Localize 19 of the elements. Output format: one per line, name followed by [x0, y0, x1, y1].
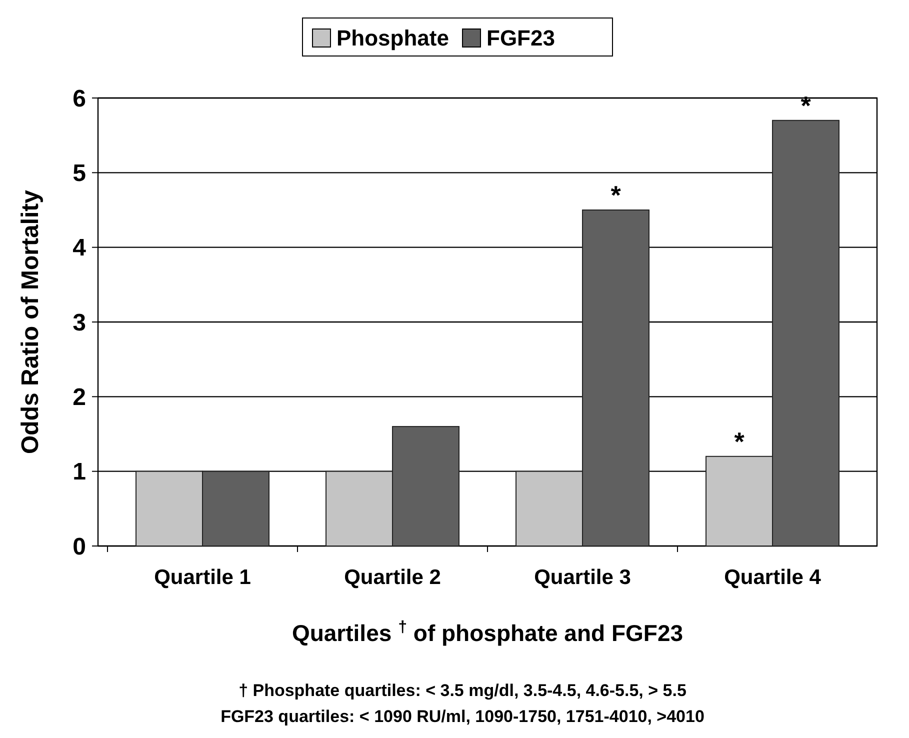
text: † Phosphate quartiles: < 3.5 mg/dl, 3.5-4.5, 4.6-5.5, > 5.5 — [238, 681, 686, 700]
annotation: * — [610, 180, 622, 210]
legend-label: FGF23 — [486, 26, 555, 51]
x-axis-title: Quartiles $^{†}$ of phosphate and FGF23 — [292, 618, 684, 646]
annotation: * — [734, 426, 746, 456]
x-tick-label: Quartile 3 — [534, 566, 631, 589]
y-tick-label: 6 — [72, 85, 86, 112]
x-tick-label: Quartile 1 — [154, 566, 252, 589]
y-tick-label: 1 — [72, 458, 86, 486]
y-tick-label: 2 — [72, 384, 86, 412]
y-tick-label: 3 — [72, 309, 86, 336]
y-tick-label: 5 — [72, 160, 86, 188]
y-tick-label: 0 — [72, 533, 86, 560]
y-tick-label: 4 — [72, 234, 87, 262]
x-tick-label: Quartile 4 — [724, 566, 822, 589]
x-tick-label: Quartile 2 — [344, 566, 441, 589]
y-axis-title: Odds Ratio of Mortality — [17, 189, 44, 454]
text: FGF23 quartiles: < 1090 RU/ml, 1090-1750, 1751-4010, >4010 — [220, 707, 704, 726]
legend-label: Phosphate — [336, 26, 449, 51]
